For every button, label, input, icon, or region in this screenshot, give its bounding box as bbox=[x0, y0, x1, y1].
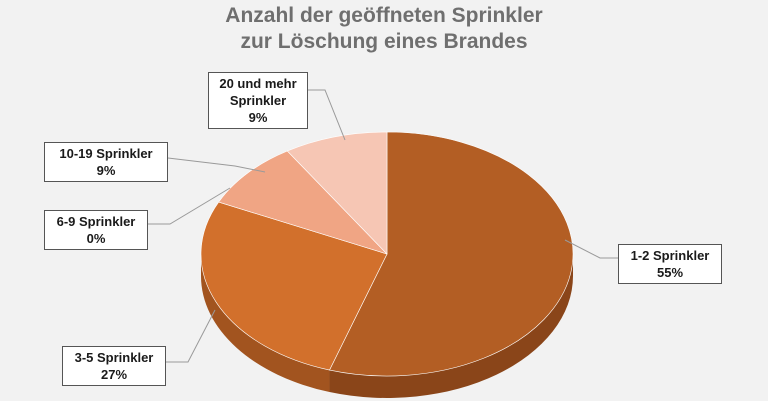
leader-lines bbox=[148, 89, 618, 363]
pie-side-walls bbox=[201, 254, 573, 398]
label-3-5-percent: 27% bbox=[100, 367, 128, 382]
label-6-9-percent: 0% bbox=[86, 231, 106, 246]
leader-line-1 bbox=[166, 309, 216, 363]
label-3-5-name: 3-5 Sprinkler bbox=[74, 350, 154, 365]
label-6-9-name: 6-9 Sprinkler bbox=[56, 214, 136, 229]
pie-side-1 bbox=[201, 254, 330, 393]
label-20-plus-percent: 9% bbox=[248, 110, 268, 125]
leader-line-4 bbox=[308, 89, 346, 141]
label-20-plus-line-2: Sprinkler bbox=[229, 93, 287, 108]
label-slice-1-2: 1-2 Sprinkler 55% bbox=[618, 244, 722, 284]
leader-line-3 bbox=[167, 157, 266, 173]
label-slice-3-5: 3-5 Sprinkler 27% bbox=[62, 346, 166, 386]
label-10-19-name: 10-19 Sprinkler bbox=[59, 146, 153, 161]
pie-slices bbox=[200, 131, 574, 377]
pie-slice-0 bbox=[329, 131, 574, 377]
leader-line-0 bbox=[564, 239, 618, 259]
leader-line-2 bbox=[148, 187, 231, 225]
label-slice-6-9: 6-9 Sprinkler 0% bbox=[44, 210, 148, 250]
pie-side-0 bbox=[329, 254, 573, 398]
pie-slice-1 bbox=[200, 201, 388, 371]
label-10-19-percent: 9% bbox=[96, 163, 116, 178]
pie-slice-4 bbox=[286, 131, 388, 255]
chart-title-line-1: Anzahl der geöffneten Sprinkler bbox=[225, 4, 543, 27]
label-1-2-percent: 55% bbox=[656, 265, 684, 280]
label-slice-20-plus: 20 und mehr Sprinkler 9% bbox=[208, 72, 308, 129]
chart-title-line-2: zur Löschung eines Brandes bbox=[240, 30, 528, 53]
label-slice-10-19: 10-19 Sprinkler 9% bbox=[44, 142, 168, 182]
label-1-2-name: 1-2 Sprinkler bbox=[630, 248, 710, 263]
label-20-plus-line-1: 20 und mehr bbox=[219, 76, 297, 91]
pie-slice-3 bbox=[218, 150, 388, 255]
